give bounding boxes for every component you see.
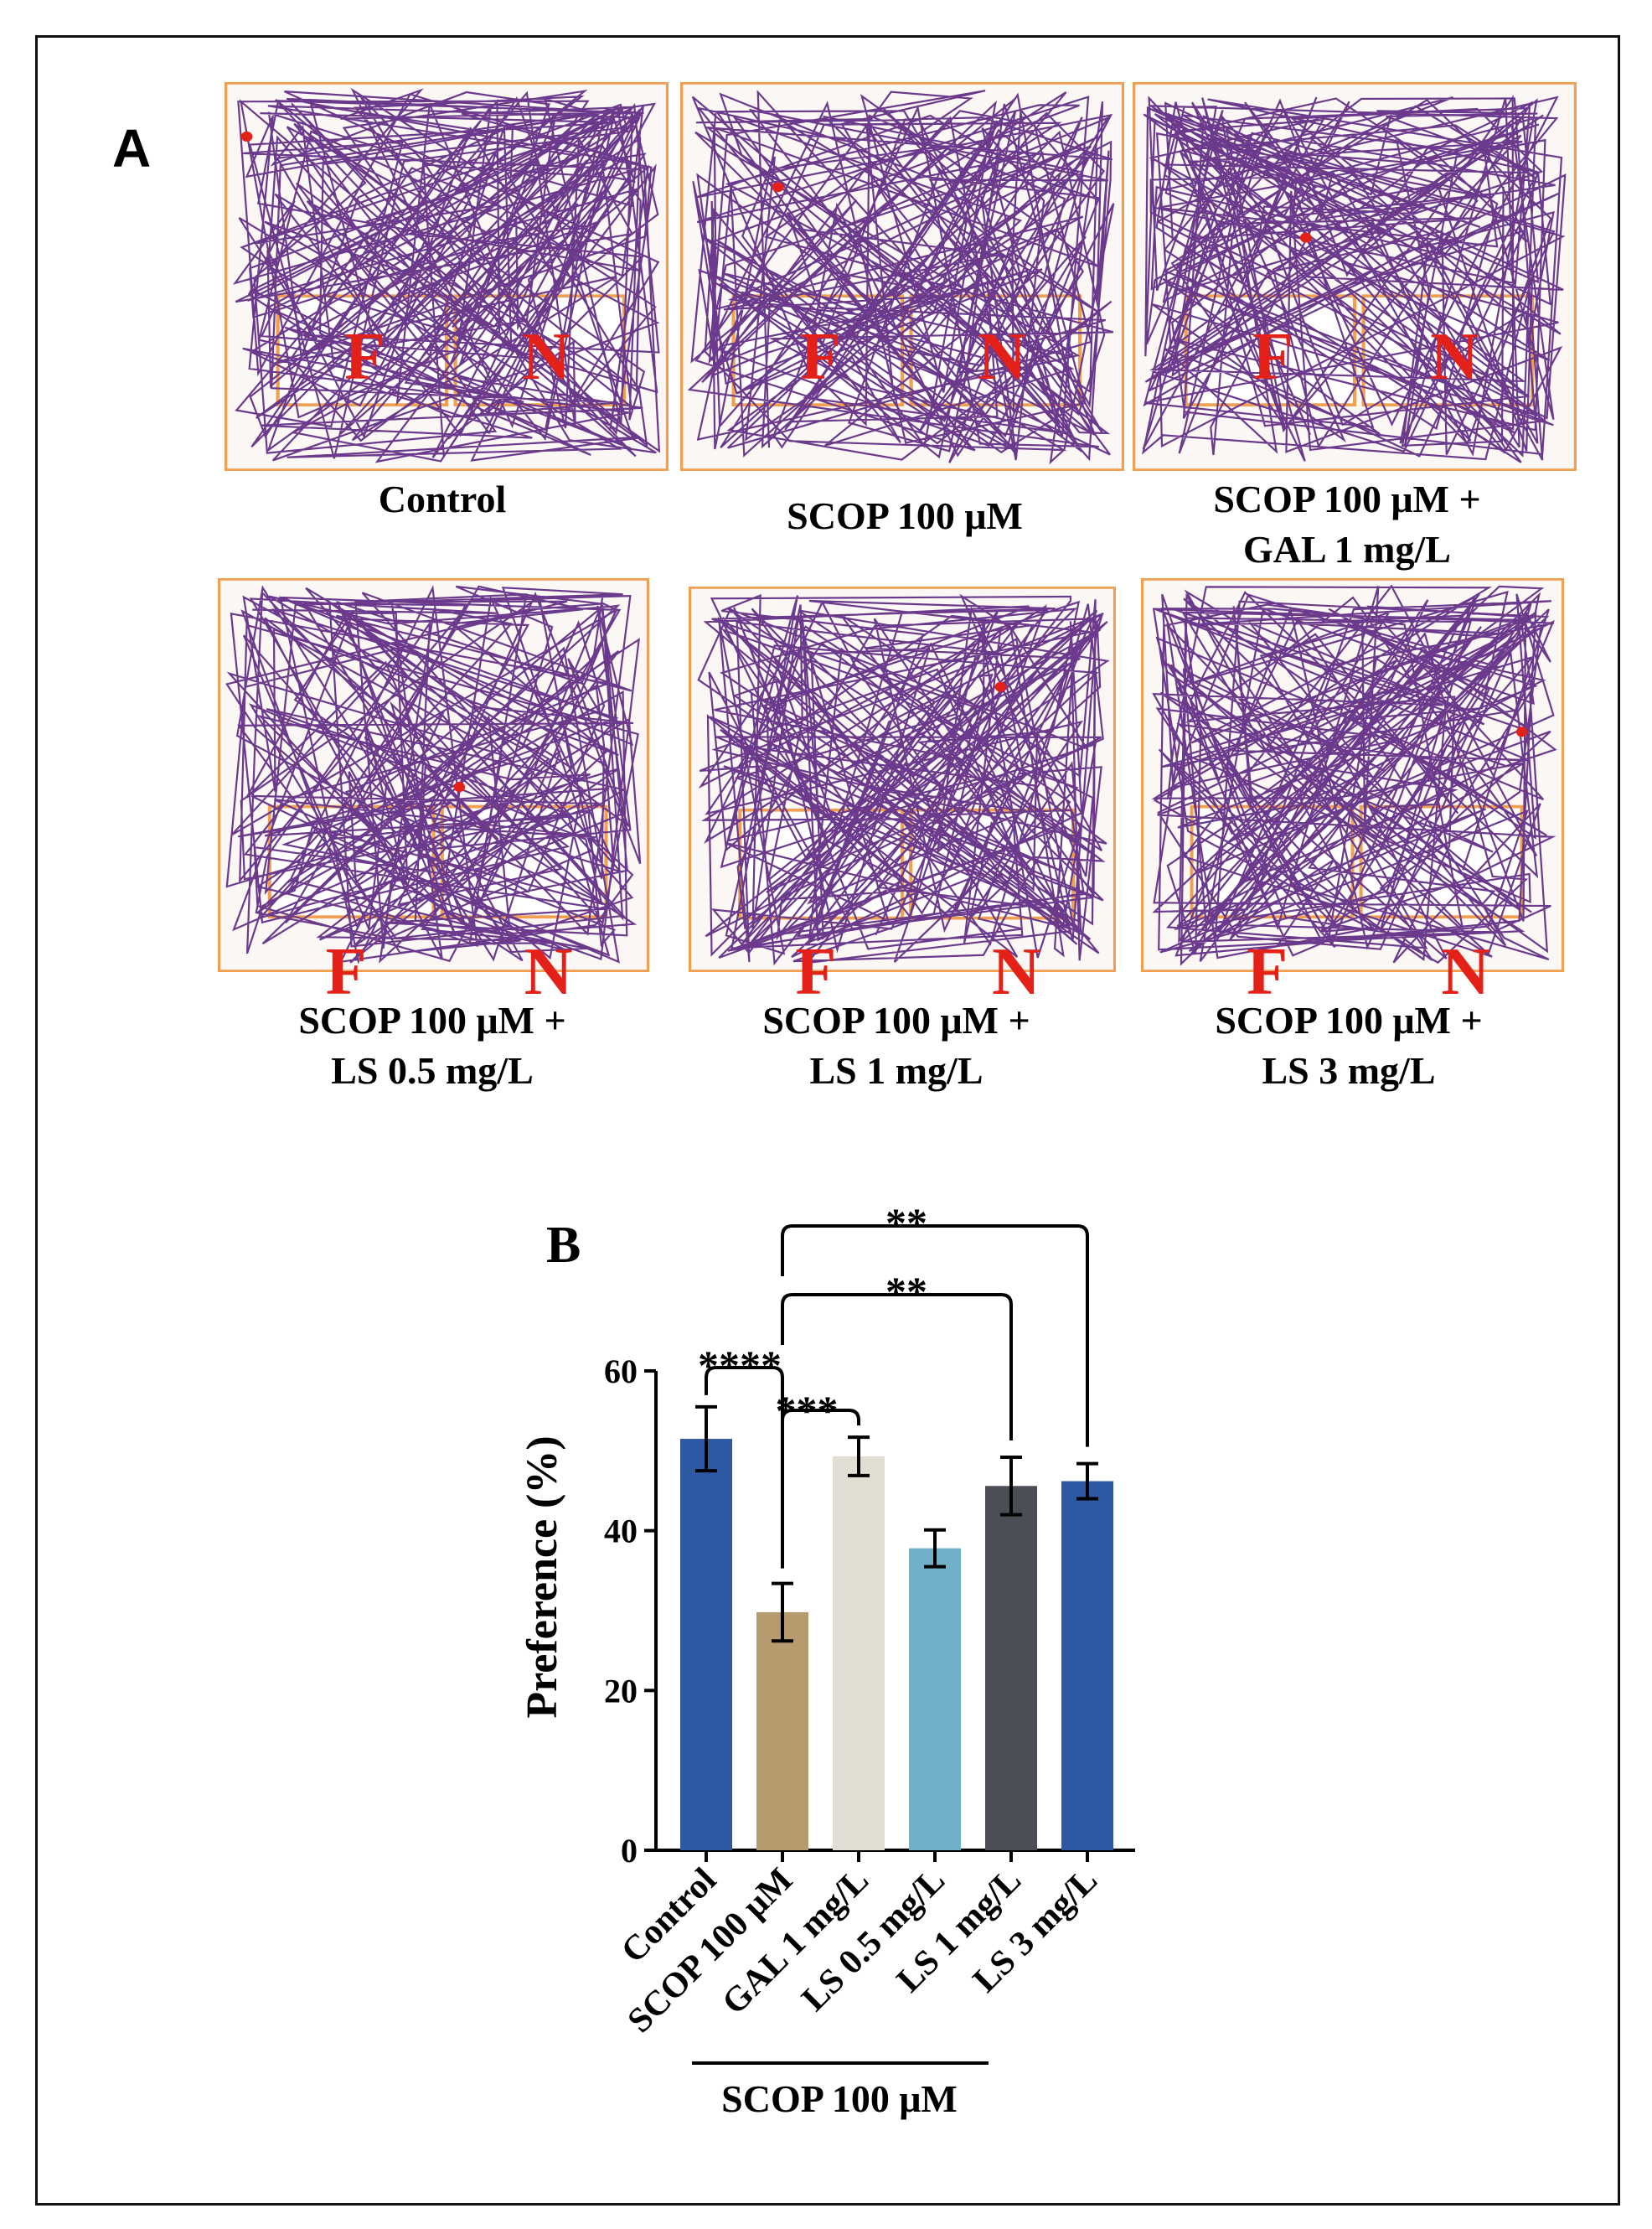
caption-line-1: SCOP 100 μM +: [1215, 999, 1483, 1042]
bar: [985, 1486, 1037, 1850]
novel-zone-letter: N: [522, 319, 570, 394]
tracking-plot-caption: SCOP 100 μM + LS 0.5 mg/L: [198, 996, 667, 1096]
tracking-plot-caption: SCOP 100 μM + LS 1 mg/L: [662, 996, 1131, 1096]
tracking-plot: [680, 82, 1124, 471]
caption-line-2: LS 3 mg/L: [1262, 1049, 1436, 1092]
fish-position-marker: [772, 182, 784, 193]
fish-position-marker: [240, 131, 253, 142]
panel-a-label: A: [112, 118, 152, 178]
figure-frame: [35, 35, 1620, 2206]
significance-label: ****: [698, 1342, 782, 1389]
significance-bracket: [781, 1293, 1013, 1440]
familiar-zone-letter: F: [795, 935, 837, 1009]
caption-line-1: SCOP 100 μM +: [762, 999, 1030, 1042]
caption-line-2: LS 1 mg/L: [809, 1049, 983, 1092]
novel-zone-letter: N: [978, 319, 1026, 394]
bar: [1061, 1481, 1113, 1850]
swim-path: [227, 587, 640, 963]
caption-line-2: GAL 1 mg/L: [1243, 528, 1451, 571]
fish-position-marker: [453, 781, 466, 793]
swim-path: [1154, 586, 1555, 964]
caption-line-1: Control: [378, 478, 507, 520]
swim-path: [235, 91, 659, 462]
swim-path: [689, 91, 1113, 463]
fish-position-marker: [1515, 727, 1528, 737]
significance-label: ***: [776, 1387, 839, 1434]
familiar-zone-letter: F: [1247, 935, 1288, 1009]
tracking-plot-caption: SCOP 100 μM: [670, 491, 1139, 541]
significance-brackets: ***********: [698, 1199, 1089, 1569]
caption-line-1: SCOP 100 μM +: [298, 999, 566, 1042]
fish-position-marker: [994, 681, 1006, 692]
swim-path: [699, 596, 1107, 964]
bar: [756, 1611, 808, 1850]
significance-label: **: [885, 1199, 927, 1246]
bar: [680, 1439, 732, 1850]
y-axis-label: Preference (%): [519, 1435, 566, 1718]
novel-zone-letter: N: [992, 935, 1040, 1009]
tracking-plot: [1141, 578, 1564, 972]
significance-bracket: [781, 1224, 1089, 1447]
tracking-plot: [1133, 82, 1577, 471]
y-tick-label: 20: [604, 1672, 638, 1709]
tracking-plot: [218, 578, 649, 972]
tracking-plot: [689, 587, 1116, 972]
group-bracket-label: SCOP 100 μM: [721, 2077, 958, 2120]
caption-line-1: SCOP 100 μM +: [1213, 478, 1481, 520]
caption-line-2: LS 0.5 mg/L: [331, 1049, 534, 1092]
panel-b-label: B: [546, 1217, 581, 1274]
swim-path: [1143, 97, 1566, 463]
bar: [909, 1548, 961, 1850]
chart-bars: [680, 1404, 1113, 1850]
tracking-plot-caption: SCOP 100 μM + LS 3 mg/L: [1114, 996, 1583, 1096]
fish-position-marker: [1299, 232, 1312, 243]
bar: [833, 1456, 885, 1850]
novel-zone-letter: N: [1430, 319, 1479, 394]
novel-zone-letter: N: [524, 935, 573, 1009]
familiar-zone-letter: F: [800, 319, 841, 394]
y-tick-label: 0: [621, 1832, 638, 1870]
caption-line-1: SCOP 100 μM: [787, 494, 1023, 537]
y-tick-label: 40: [604, 1513, 638, 1550]
familiar-zone-letter: F: [325, 935, 367, 1009]
novel-zone-letter: N: [1441, 935, 1490, 1009]
significance-label: **: [885, 1268, 927, 1315]
tracking-plot: [225, 82, 669, 471]
tracking-plot-caption: Control: [208, 474, 677, 525]
tracking-plot-caption: SCOP 100 μM + GAL 1 mg/L: [1113, 474, 1582, 575]
y-tick-label: 60: [604, 1352, 638, 1390]
familiar-zone-letter: F: [344, 319, 385, 394]
familiar-zone-letter: F: [1252, 319, 1293, 394]
significance-bracket: [705, 1366, 784, 1569]
significance-bracket: [781, 1409, 860, 1550]
